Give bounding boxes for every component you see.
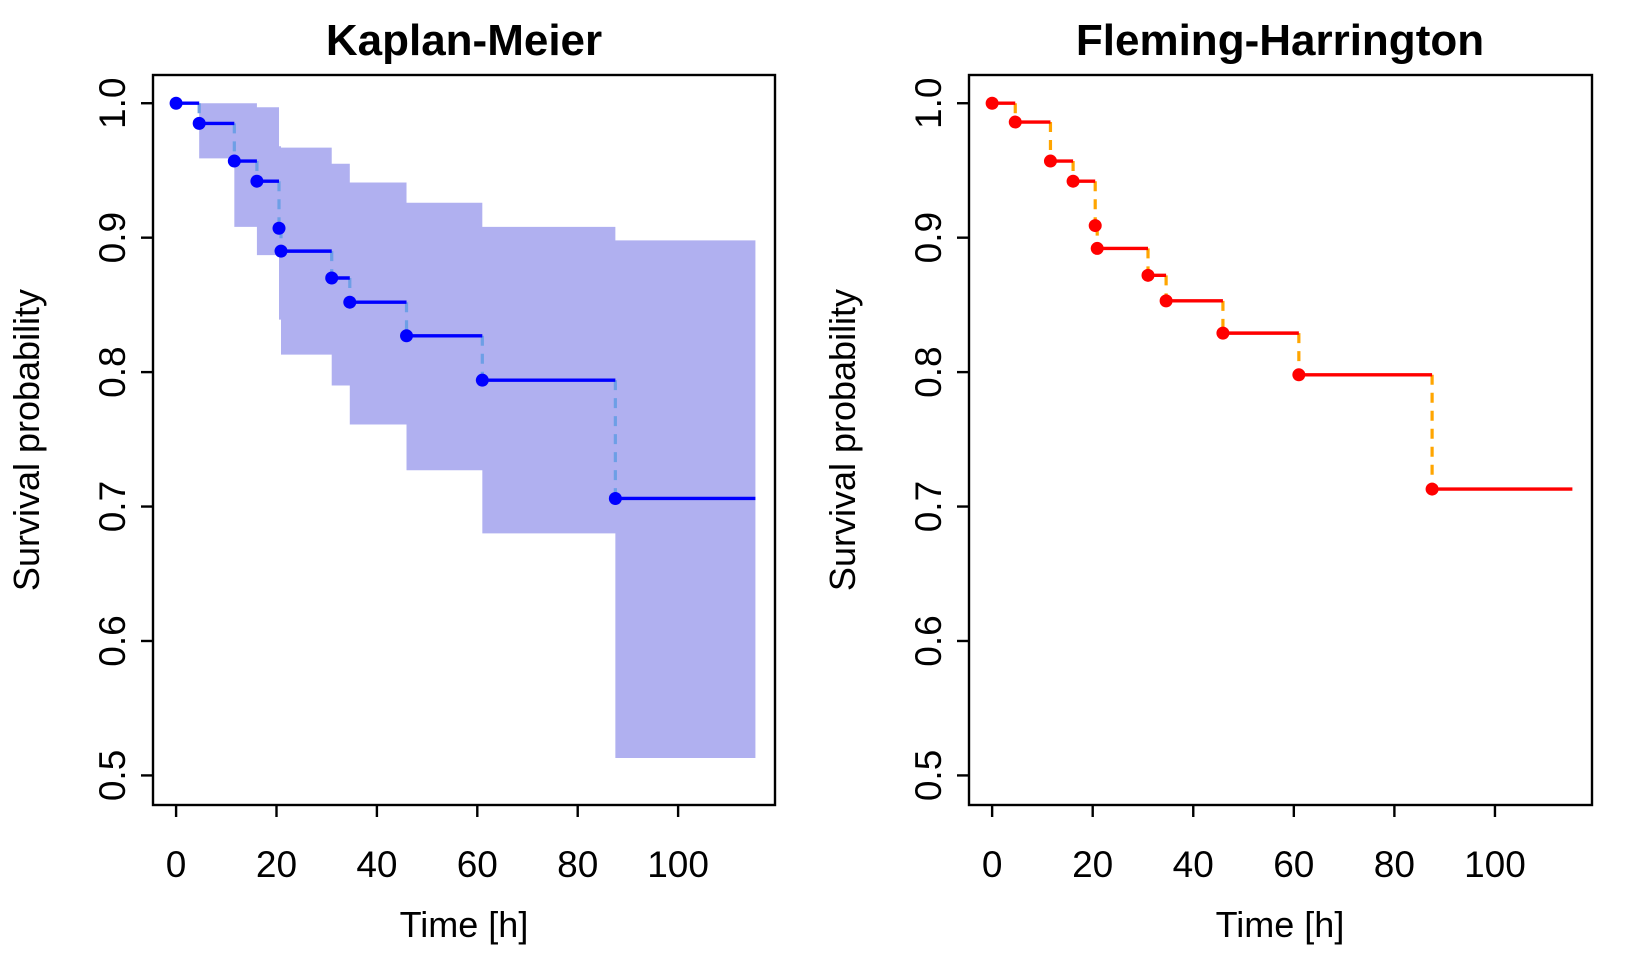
event-point (1141, 268, 1155, 282)
event-point (1066, 174, 1080, 188)
y-tick-label: 0.7 (92, 481, 133, 532)
x-tick-label: 80 (1374, 844, 1415, 885)
y-tick-label: 0.9 (908, 212, 949, 263)
y-tick-label: 0.6 (92, 615, 133, 666)
event-point (1292, 368, 1306, 382)
panel-fleming-harrington: 0 20 40 60 80 100 1.0 0.9 0.8 0.7 0.6 0.5 (908, 73, 1594, 885)
y-tick-label: 0.7 (908, 481, 949, 532)
event-point (608, 491, 622, 505)
panel-title-fleming-harrington: Fleming-Harrington (1075, 16, 1485, 65)
y-tick-label: 0.5 (92, 750, 133, 801)
plot-frame (151, 73, 777, 807)
panel-title-kaplan-meier: Kaplan-Meier (325, 16, 603, 65)
x-tick-label: 100 (1464, 844, 1526, 885)
plot-frame (967, 73, 1594, 807)
x-tick-label: 0 (982, 844, 1003, 885)
x-axis-label-right: Time [h] (1215, 904, 1345, 945)
event-point (272, 221, 286, 235)
event-point (1216, 326, 1230, 340)
event-point (169, 96, 183, 110)
x-axis-label-left: Time [h] (399, 904, 529, 945)
x-tick-label: 80 (557, 844, 598, 885)
event-point (227, 154, 241, 168)
event-point (1159, 294, 1173, 308)
y-tick-label: 0.9 (92, 212, 133, 263)
event-point (343, 295, 357, 309)
y-tick-label: 0.8 (92, 346, 133, 397)
event-point (475, 373, 489, 387)
event-point (274, 244, 288, 258)
event-point (1425, 482, 1439, 496)
y-tick-label: 1.0 (908, 78, 949, 129)
x-tick-label: 60 (457, 844, 498, 885)
event-point (1043, 154, 1057, 168)
event-point (985, 96, 999, 110)
y-tick-label: 0.5 (908, 750, 949, 801)
event-point (250, 174, 264, 188)
confidence-band (199, 103, 756, 758)
x-tick-label: 20 (1072, 844, 1113, 885)
event-point (192, 116, 206, 130)
event-point (400, 329, 414, 343)
panel-kaplan-meier: 0 20 40 60 80 100 1.0 0.9 0.8 0.7 0.6 0.5 (92, 73, 777, 885)
event-point (1088, 219, 1102, 233)
y-axis-label-left: Survival probability (6, 288, 47, 592)
y-tick-label: 1.0 (92, 78, 133, 129)
y-tick-label: 0.8 (908, 346, 949, 397)
x-tick-label: 40 (356, 844, 397, 885)
x-tick-label: 60 (1273, 844, 1314, 885)
x-tick-label: 0 (166, 844, 187, 885)
event-point (1008, 115, 1022, 129)
event-point (1090, 241, 1104, 255)
x-tick-label: 20 (256, 844, 297, 885)
y-axis-label-right: Survival probability (822, 288, 863, 592)
x-tick-label: 40 (1173, 844, 1214, 885)
x-tick-label: 100 (647, 844, 709, 885)
event-point (325, 271, 339, 285)
y-tick-label: 0.6 (908, 615, 949, 666)
